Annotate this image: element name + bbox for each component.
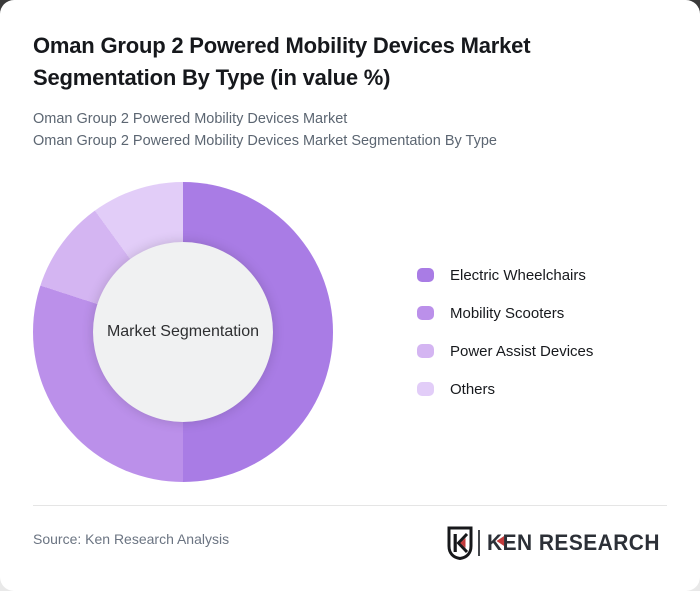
chart-title: Oman Group 2 Powered Mobility Devices Ma… [33,33,531,90]
donut-chart-area: Market Segmentation [33,182,333,482]
footer-divider [33,505,667,506]
logo-wordmark: K EN RESEARCH [487,530,660,556]
chart-legend: Electric Wheelchairs Mobility Scooters P… [417,267,593,419]
logo-wordmark-k: K [487,530,505,555]
legend-item: Others [417,380,593,398]
donut-center-label: Market Segmentation [106,323,260,340]
chart-subtitle-line1: Oman Group 2 Powered Mobility Devices Ma… [33,111,348,127]
shield-k-icon [447,526,473,560]
legend-swatch [417,344,434,358]
source-text: Source: Ken Research Analysis [33,531,230,547]
legend-swatch [417,382,434,396]
legend-item: Mobility Scooters [417,304,593,322]
ken-research-logo: K EN RESEARCH [447,526,669,560]
logo-separator [478,530,480,556]
legend-label: Others [450,380,496,398]
chart-subtitle-line2: Oman Group 2 Powered Mobility Devices Ma… [33,132,497,149]
logo-wordmark-rest: EN RESEARCH [502,530,660,555]
legend-label: Power Assist Devices [450,342,594,360]
legend-item: Power Assist Devices [417,342,594,360]
legend-label: Mobility Scooters [450,304,565,322]
chart-subtitle-block: Oman Group 2 Powered Mobility Devices Ma… [33,109,497,152]
legend-item: Electric Wheelchairs [417,266,593,284]
legend-label: Electric Wheelchairs [450,266,586,284]
legend-swatch [417,268,434,282]
logo-k-triangle-icon [496,536,505,546]
donut-hole: Market Segmentation [93,242,273,422]
legend-swatch [417,306,434,320]
